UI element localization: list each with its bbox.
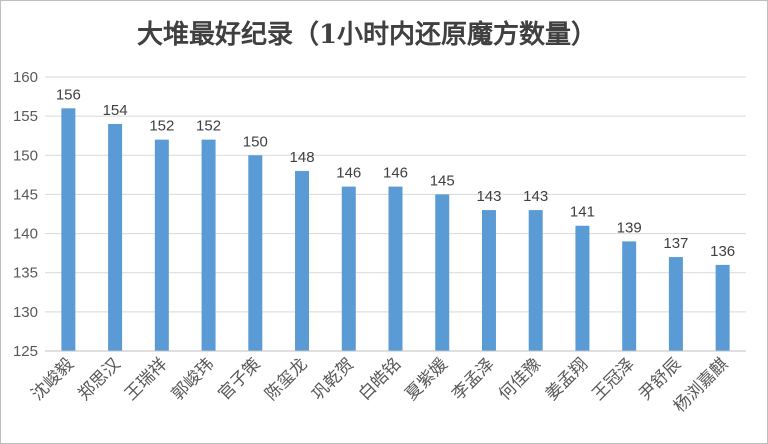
x-tick-label: 王冠泽 <box>588 354 638 404</box>
y-tick-label: 125 <box>13 343 38 360</box>
data-label: 148 <box>290 149 315 166</box>
x-tick-label: 何佳豫 <box>495 354 545 404</box>
bar <box>295 170 310 351</box>
data-label: 143 <box>476 188 501 205</box>
x-tick-label: 姜孟翔 <box>542 354 592 404</box>
y-tick-label: 145 <box>13 186 38 203</box>
data-label: 143 <box>523 188 548 205</box>
data-label: 141 <box>570 204 595 221</box>
bar <box>108 123 123 351</box>
data-label: 145 <box>430 172 455 189</box>
x-tick-label: 郑思汉 <box>74 354 124 404</box>
bar <box>201 139 216 351</box>
y-tick-label: 155 <box>13 108 38 125</box>
data-label: 146 <box>383 165 408 182</box>
bar <box>575 225 590 351</box>
bar <box>435 194 450 351</box>
x-tick-label: 巩乾贺 <box>308 354 358 404</box>
x-tick-label: 李孟泽 <box>448 354 498 404</box>
y-tick-label: 135 <box>13 265 38 282</box>
chart-title: 大堆最好纪录（1小时内还原魔方数量） <box>137 19 597 50</box>
x-tick-label: 郭峻玮 <box>168 354 218 404</box>
y-tick-label: 150 <box>13 147 38 164</box>
y-tick-label: 140 <box>13 226 38 243</box>
data-label: 154 <box>103 102 128 119</box>
bar <box>248 155 263 351</box>
bars <box>61 108 730 351</box>
bar <box>668 257 683 351</box>
bar <box>715 264 730 351</box>
data-label: 136 <box>710 243 735 260</box>
x-axis-ticks: 沈峻毅郑思汉王瑞祥郭峻玮官子策陈玺龙巩乾贺白皓铭夏紫媛李孟泽何佳豫姜孟翔王冠泽尹… <box>28 354 732 416</box>
data-label: 139 <box>617 219 642 236</box>
data-label: 146 <box>336 165 361 182</box>
bar <box>388 186 403 351</box>
bar <box>61 108 76 351</box>
bar <box>154 139 169 351</box>
x-tick-label: 陈玺龙 <box>261 354 311 404</box>
bar <box>622 241 637 351</box>
y-tick-label: 160 <box>13 69 38 86</box>
data-label: 152 <box>196 118 221 135</box>
data-labels: 156 154 152 152 150 148 146 146 145 143 143 141 139 1… <box>56 86 735 260</box>
data-label: 152 <box>149 118 174 135</box>
x-tick-label: 夏紫媛 <box>402 354 452 404</box>
x-tick-label: 官子策 <box>215 354 265 404</box>
y-axis-ticks: 125 130 135 140 145 150 155 160 <box>13 69 38 360</box>
bar <box>528 210 543 351</box>
x-tick-label: 王瑞祥 <box>121 354 171 404</box>
x-tick-label: 白皓铭 <box>355 354 405 404</box>
x-tick-label: 沈峻毅 <box>28 354 78 404</box>
bar <box>341 186 356 351</box>
data-label: 156 <box>56 86 81 103</box>
bar <box>481 210 496 351</box>
data-label: 150 <box>243 133 268 150</box>
y-tick-label: 130 <box>13 304 38 321</box>
data-label: 137 <box>663 235 688 252</box>
